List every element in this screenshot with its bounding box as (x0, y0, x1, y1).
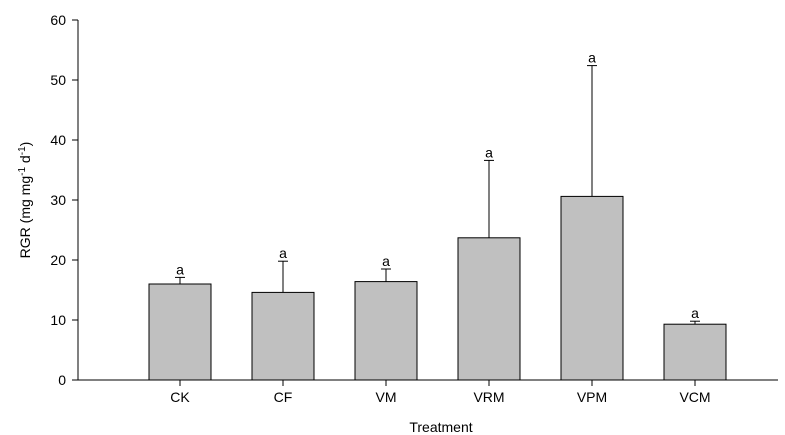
x-tick-label: VRM (473, 389, 504, 405)
x-tick-label: VPM (577, 389, 607, 405)
y-tick-label: 50 (50, 72, 66, 88)
y-tick-label: 30 (50, 192, 66, 208)
y-tick-label: 60 (50, 12, 66, 28)
x-tick-label: VM (376, 389, 397, 405)
x-axis-title: Treatment (409, 419, 472, 435)
bar-vpm (560, 195, 624, 381)
y-axis-title: RGR (mg mg-1 d-1) (17, 142, 33, 259)
significance-label: a (485, 144, 493, 160)
x-tick-label: VCM (679, 389, 710, 405)
x-tick-label: CK (170, 389, 190, 405)
y-tick-label: 10 (50, 312, 66, 328)
significance-label: a (176, 261, 184, 277)
significance-label: a (279, 245, 287, 261)
y-axis-ticks: 0 10 20 30 40 50 60 (50, 12, 78, 388)
bars-group: a a a a a a (148, 50, 727, 381)
y-tick-label: 20 (50, 252, 66, 268)
bar-vrm (457, 237, 521, 381)
x-tick-label: CF (274, 389, 293, 405)
bar-vm (354, 281, 418, 381)
significance-label: a (382, 253, 390, 269)
bar-ck (148, 283, 212, 381)
significance-label: a (691, 305, 699, 321)
significance-label: a (588, 50, 596, 66)
x-axis-tick-labels: CK CF VM VRM VPM VCM (170, 380, 711, 405)
y-tick-label: 0 (58, 372, 66, 388)
bar-vcm (663, 323, 727, 381)
bar-cf (251, 291, 315, 381)
y-tick-label: 40 (50, 132, 66, 148)
